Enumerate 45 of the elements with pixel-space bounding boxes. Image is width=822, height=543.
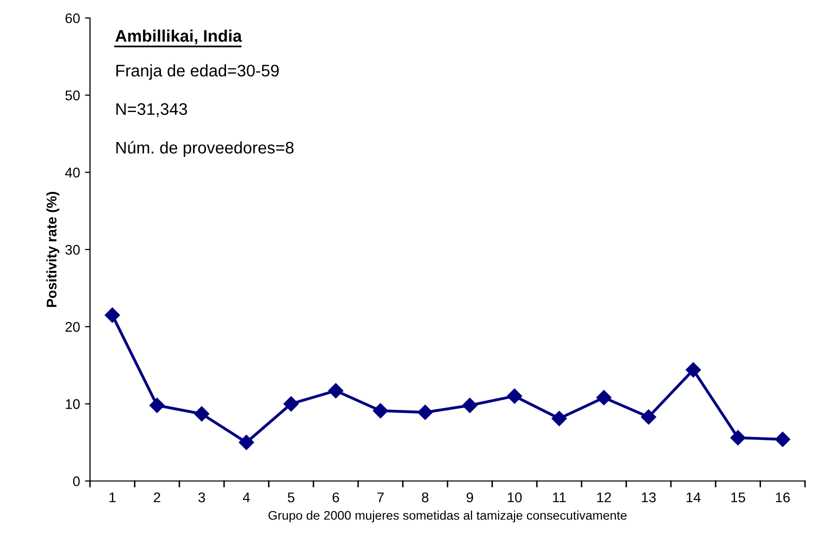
- point: [686, 362, 701, 378]
- x-tick-label: 8: [422, 492, 428, 502]
- point: [418, 404, 433, 420]
- x-tick-label: 5: [288, 492, 294, 502]
- point: [194, 406, 210, 422]
- annotation: Núm. de proveedores=8: [116, 141, 294, 157]
- point: [730, 430, 746, 446]
- point: [775, 432, 790, 447]
- x-tick-label: 1: [110, 492, 116, 502]
- point: [104, 308, 120, 323]
- x-tick-label: 3: [198, 492, 205, 502]
- x-tick-label: 2: [154, 492, 160, 502]
- x-tick-label: 6: [332, 492, 340, 502]
- point: [328, 383, 344, 398]
- x-tick-label: 10: [508, 492, 522, 502]
- point: [238, 434, 254, 450]
- point: [462, 398, 478, 413]
- point: [641, 409, 656, 425]
- x-tick-label: 12: [597, 492, 611, 502]
- point: [372, 403, 388, 418]
- y-tick-label: 40: [65, 168, 80, 178]
- x-axis-title: Grupo de 2000 mujeres sometidas al tamizaje consecutivamente: [268, 510, 627, 522]
- y-tick-label: 10: [66, 399, 80, 410]
- y-axis-title: Positivity rate (%): [46, 192, 60, 307]
- y-tick-label: 0: [73, 476, 80, 486]
- x-tick-label: 13: [642, 492, 656, 502]
- x-tick-label: 7: [377, 492, 384, 502]
- x-tick-label: 11: [553, 492, 566, 502]
- annotation: Franja de edad=30-59: [116, 64, 279, 80]
- x-tick-label: 14: [686, 492, 701, 502]
- y-tick-label: 30: [65, 244, 80, 255]
- point: [552, 410, 567, 426]
- x-tick-label: 4: [242, 492, 250, 502]
- x-tick-label: 9: [466, 492, 474, 502]
- y-tick-label: 50: [65, 90, 80, 100]
- point: [284, 396, 299, 412]
- annotation: N=31,343: [116, 103, 188, 117]
- y-tick-label: 20: [66, 322, 80, 332]
- point: [149, 398, 165, 413]
- point: [506, 388, 522, 404]
- y-tick-label: 60: [66, 13, 80, 24]
- point: [596, 390, 612, 406]
- x-tick-label: 15: [731, 492, 746, 502]
- text: Ambillikai, India: [115, 30, 242, 44]
- x-tick-label: 16: [776, 492, 790, 502]
